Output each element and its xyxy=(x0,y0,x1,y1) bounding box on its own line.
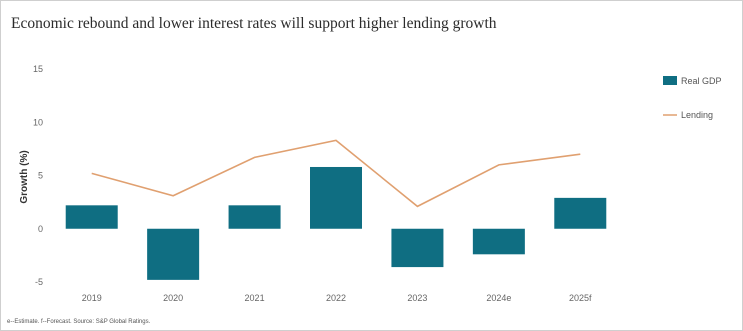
x-tick-label: 2022 xyxy=(326,293,346,303)
bar-real-gdp-2024e xyxy=(472,228,525,255)
bar-real-gdp-2021 xyxy=(228,205,281,229)
y-tick-label: 10 xyxy=(33,117,43,127)
x-tick-label: 2020 xyxy=(163,293,183,303)
gdp-bars xyxy=(65,166,607,280)
y-axis-label: Growth (%) xyxy=(19,150,30,203)
legend-swatch-real-gdp xyxy=(663,76,677,85)
y-tick-label: -5 xyxy=(35,277,43,287)
bar-real-gdp-2022 xyxy=(310,166,362,229)
x-tick-label: 2023 xyxy=(407,293,427,303)
chart-footnote: e--Estimate. f--Forecast. Source: S&P Gl… xyxy=(7,319,151,325)
x-tick-label: 2021 xyxy=(245,293,265,303)
y-tick-label: 0 xyxy=(38,224,43,234)
bar-real-gdp-2020 xyxy=(147,228,200,280)
chart-title: Economic rebound and lower interest rate… xyxy=(11,15,497,32)
y-axis-ticks: 15 10 5 0 -5 xyxy=(33,64,43,287)
y-tick-label: 5 xyxy=(38,171,43,181)
x-tick-label: 2024e xyxy=(486,293,511,303)
lending-line xyxy=(91,139,581,208)
x-tick-label: 2019 xyxy=(82,293,102,303)
bar-real-gdp-2019 xyxy=(65,205,118,229)
legend-label-real-gdp: Real GDP xyxy=(681,76,722,86)
bar-real-gdp-2025f xyxy=(554,197,607,229)
legend: Real GDP Lending xyxy=(663,76,722,120)
x-axis-ticks: 2019 2020 2021 2022 2023 2024e 2025f xyxy=(82,293,592,303)
y-tick-label: 15 xyxy=(33,64,43,74)
bar-real-gdp-2023 xyxy=(391,228,444,268)
legend-label-lending: Lending xyxy=(681,110,713,120)
x-tick-label: 2025f xyxy=(569,293,592,303)
